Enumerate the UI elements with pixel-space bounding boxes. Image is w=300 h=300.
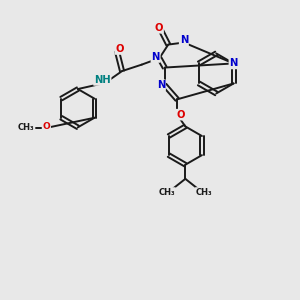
Text: CH₃: CH₃ (18, 123, 34, 132)
Text: NH: NH (94, 75, 111, 85)
Text: N: N (180, 35, 188, 46)
Text: O: O (115, 44, 124, 54)
Text: CH₃: CH₃ (158, 188, 175, 197)
Text: O: O (154, 23, 163, 33)
Text: O: O (176, 110, 185, 120)
Text: O: O (43, 122, 50, 130)
Text: N: N (152, 52, 160, 62)
Text: N: N (230, 58, 238, 68)
Text: CH₃: CH₃ (196, 188, 212, 197)
Text: N: N (157, 80, 165, 90)
